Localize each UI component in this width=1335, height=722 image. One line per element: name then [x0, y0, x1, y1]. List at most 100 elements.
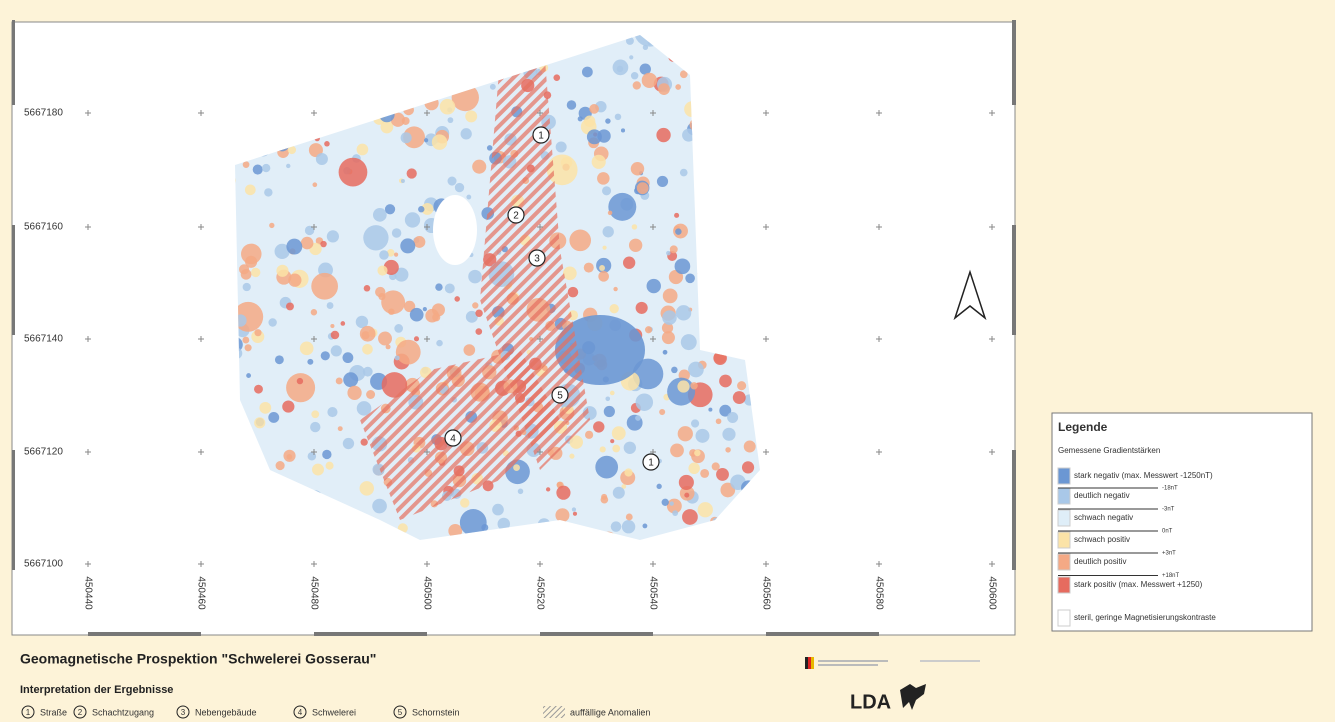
- legend-title: Legende: [1058, 420, 1108, 434]
- anomaly: [622, 520, 635, 533]
- anomaly: [269, 223, 274, 228]
- anomaly: [239, 264, 249, 274]
- marker-label: 1: [538, 131, 544, 142]
- white-patch: [433, 195, 477, 265]
- anomaly: [310, 422, 320, 432]
- anomaly: [694, 450, 700, 456]
- y-label: 5667140: [24, 334, 63, 345]
- anomaly: [596, 258, 611, 273]
- anomaly: [568, 287, 579, 298]
- anomaly: [602, 186, 611, 195]
- anomaly: [599, 265, 605, 271]
- anomaly: [624, 442, 636, 454]
- anomaly: [324, 141, 330, 147]
- anomaly: [243, 283, 251, 291]
- legend-entry: schwach negativ: [1074, 513, 1133, 522]
- anomaly: [633, 81, 641, 89]
- anomaly: [331, 331, 340, 340]
- footer-title: Geomagnetische Prospektion "Schwelerei G…: [20, 651, 376, 667]
- anomaly: [360, 481, 374, 495]
- y-label: 5667180: [24, 108, 63, 119]
- y-label: 5667120: [24, 447, 63, 458]
- anomaly: [300, 341, 314, 355]
- anomaly: [327, 407, 337, 417]
- anomaly: [259, 402, 271, 414]
- anomaly: [569, 454, 574, 459]
- anomaly: [490, 84, 496, 90]
- anomaly: [455, 183, 464, 192]
- anomaly: [637, 182, 649, 194]
- anomaly: [308, 452, 317, 461]
- hatch-swatch: [543, 706, 565, 718]
- anomaly: [286, 239, 302, 255]
- x-label: 450580: [873, 576, 884, 610]
- anomaly: [475, 310, 482, 317]
- anomaly: [320, 241, 326, 247]
- anomaly: [604, 406, 615, 417]
- anomaly: [647, 279, 661, 293]
- anomaly: [363, 225, 388, 250]
- key-label: Schachtzugang: [92, 707, 154, 717]
- anomaly: [343, 372, 358, 387]
- y-label: 5667100: [24, 559, 63, 570]
- anomaly: [385, 204, 395, 214]
- anomaly: [662, 499, 669, 506]
- anomaly: [423, 307, 427, 311]
- anomaly: [264, 188, 272, 196]
- anomaly: [253, 165, 263, 175]
- anomaly: [690, 382, 697, 389]
- anomaly: [275, 355, 284, 364]
- legend-entry: schwach positiv: [1074, 535, 1130, 544]
- key-label: Schwelerei: [312, 707, 356, 717]
- anomaly: [696, 429, 710, 443]
- anomaly: [276, 461, 285, 470]
- key-number: 2: [78, 708, 83, 717]
- anomaly: [659, 409, 665, 415]
- anomaly: [567, 100, 576, 109]
- anomaly: [563, 266, 577, 280]
- anomaly: [572, 507, 576, 511]
- anomaly: [587, 129, 602, 144]
- anomaly: [410, 308, 424, 322]
- anomaly: [405, 212, 420, 227]
- anomaly: [312, 182, 317, 187]
- anomaly: [377, 265, 387, 275]
- anomaly: [612, 445, 620, 453]
- anomaly: [301, 237, 314, 250]
- anomaly: [595, 456, 618, 479]
- anomaly: [372, 499, 387, 514]
- anomaly: [585, 431, 593, 439]
- anomaly: [688, 463, 699, 474]
- anomaly: [569, 230, 591, 252]
- anomaly: [589, 104, 599, 114]
- anomaly: [602, 246, 606, 250]
- x-label: 450540: [647, 576, 658, 610]
- anomaly: [297, 378, 303, 384]
- key-number: 5: [398, 708, 403, 717]
- anomaly: [672, 510, 678, 516]
- y-label: 5667160: [24, 222, 63, 233]
- anomaly: [487, 145, 493, 151]
- anomaly: [603, 226, 614, 237]
- anomaly: [414, 336, 419, 341]
- anomaly: [670, 501, 674, 505]
- anomaly: [698, 502, 713, 517]
- anomaly: [675, 228, 681, 234]
- anomaly: [246, 373, 251, 378]
- anomaly: [631, 162, 644, 175]
- anomaly: [347, 386, 361, 400]
- x-label: 450440: [82, 576, 93, 610]
- anomaly: [436, 340, 443, 347]
- anomaly: [448, 117, 454, 123]
- anomaly: [712, 462, 720, 470]
- anomaly: [719, 375, 732, 388]
- key-label: Schornstein: [412, 707, 460, 717]
- anomaly: [584, 263, 594, 273]
- anomaly: [636, 393, 654, 411]
- anomaly: [361, 439, 368, 446]
- anomaly: [465, 110, 477, 122]
- legend-swatch: [1058, 577, 1070, 593]
- anomaly: [610, 391, 615, 396]
- anomaly: [593, 421, 604, 432]
- anomaly: [447, 177, 456, 186]
